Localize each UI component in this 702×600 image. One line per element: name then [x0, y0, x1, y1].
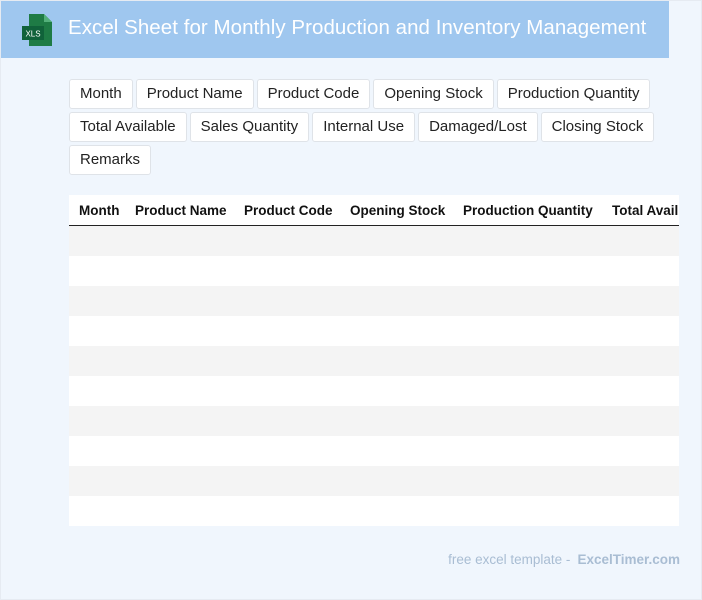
header-banner: XLS Excel Sheet for Monthly Production a…: [1, 1, 669, 58]
footer-credit: free excel template - ExcelTimer.com: [448, 552, 680, 567]
column-chip[interactable]: Remarks: [69, 145, 152, 175]
table-header-row: Month Product Name Product Code Opening Sto…: [69, 195, 679, 226]
table-row[interactable]: [69, 346, 679, 376]
column-chip[interactable]: Month: [69, 79, 133, 109]
table-row[interactable]: [69, 256, 679, 286]
table-header-cell: Production Quantity: [463, 202, 593, 218]
table-row[interactable]: [69, 286, 679, 316]
footer-text: free excel template -: [448, 552, 571, 567]
xls-icon-label: XLS: [25, 30, 40, 39]
table-header-cell: Product Name: [135, 202, 227, 218]
column-chip[interactable]: Closing Stock: [540, 112, 655, 142]
footer-brand-link[interactable]: ExcelTimer.com: [577, 552, 680, 567]
table-row[interactable]: [69, 436, 679, 466]
table-body: [69, 226, 679, 526]
column-chip-list: Month Product Name Product Code Opening Sto…: [69, 79, 659, 175]
table-header-cell: Product Code: [244, 202, 333, 218]
column-chip[interactable]: Sales Quantity: [189, 112, 310, 142]
column-chip[interactable]: Product Name: [135, 79, 254, 109]
table-row[interactable]: [69, 316, 679, 346]
page-title: Excel Sheet for Monthly Production and I…: [68, 16, 647, 39]
xls-file-icon: XLS: [22, 14, 52, 46]
table-row[interactable]: [69, 226, 679, 256]
column-chip[interactable]: Internal Use: [312, 112, 416, 142]
column-chip[interactable]: Total Available: [69, 112, 187, 142]
table-header-cell: Month: [79, 202, 120, 218]
data-table: Month Product Name Product Code Opening Sto…: [69, 195, 679, 526]
table-row[interactable]: [69, 466, 679, 496]
table-header-cell: Opening Stock: [350, 202, 446, 218]
column-chip[interactable]: Opening Stock: [373, 79, 494, 109]
table-row[interactable]: [69, 376, 679, 406]
table-row[interactable]: [69, 496, 679, 526]
column-chip[interactable]: Product Code: [256, 79, 371, 109]
column-chip[interactable]: Production Quantity: [496, 79, 651, 109]
column-chip[interactable]: Damaged/Lost: [418, 112, 538, 142]
table-header-cell: Total Avail: [612, 202, 679, 218]
table-row[interactable]: [69, 406, 679, 436]
